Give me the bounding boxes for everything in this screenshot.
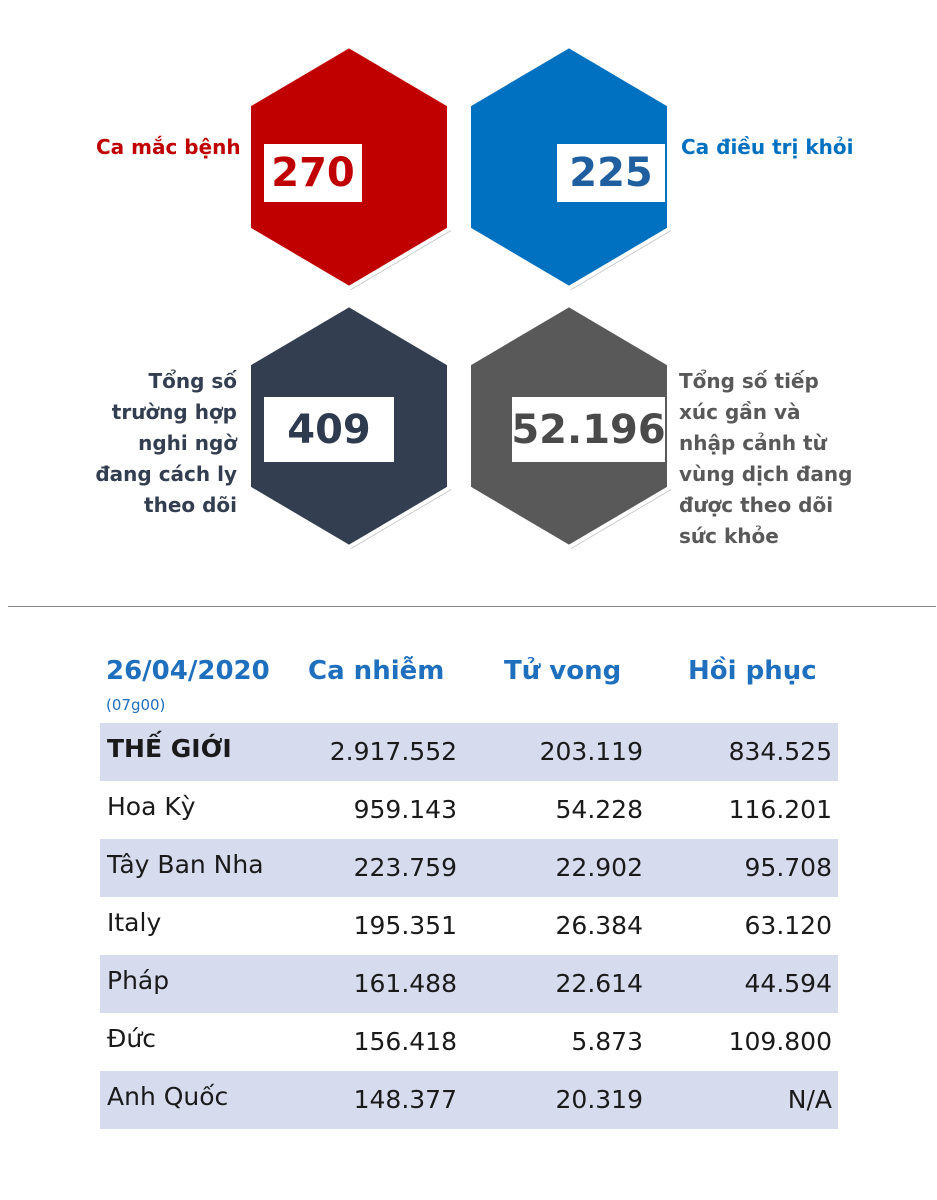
monitoring-label-line: nhập cảnh từ (679, 431, 827, 455)
country-name: Hoa Kỳ (107, 792, 196, 821)
recovered-value: 95.708 (744, 853, 832, 882)
infected-value: 195.351 (353, 911, 457, 940)
country-name: Anh Quốc (107, 1082, 229, 1111)
table-row: Anh Quốc 148.377 20.319 N/A (100, 1071, 838, 1129)
table-row: Đức 156.418 5.873 109.800 (100, 1013, 838, 1071)
monitoring-hexagon: 52.196 (466, 302, 672, 550)
country-name: Đức (107, 1024, 156, 1053)
quarantine-label-line: đang cách ly (95, 462, 237, 486)
monitoring-label-line: sức khỏe (679, 524, 779, 548)
deaths-value: 20.319 (555, 1085, 643, 1114)
quarantine-label-line: theo dõi (144, 493, 237, 517)
monitoring-value: 52.196 (511, 397, 666, 462)
deaths-value: 26.384 (555, 911, 643, 940)
country-name: Italy (107, 908, 162, 937)
table-date: 26/04/2020 (106, 656, 270, 686)
recovered-hexagon: 225 (466, 43, 672, 291)
deaths-value: 203.119 (539, 737, 643, 766)
quarantine-label-line: Tổng số (148, 369, 237, 393)
recovered-label: Ca điều trị khỏi (681, 135, 854, 159)
cases-hexagon: 270 (246, 43, 452, 291)
infected-value: 223.759 (353, 853, 457, 882)
quarantine-hexagon: 409 (246, 302, 452, 550)
infected-value: 156.418 (353, 1027, 457, 1056)
table-time: (07g00) (106, 696, 166, 714)
section-divider (8, 606, 936, 607)
table-row: THẾ GIỚI 2.917.552 203.119 834.525 (100, 723, 838, 781)
monitoring-label-line: được theo dõi (679, 493, 834, 517)
quarantine-label-line: nghi ngờ (138, 431, 237, 455)
infected-value: 2.917.552 (329, 737, 457, 766)
cases-value: 270 (264, 144, 362, 202)
recovered-value: 44.594 (744, 969, 832, 998)
quarantine-label-line: trường hợp (111, 400, 237, 424)
table-row: Pháp 161.488 22.614 44.594 (100, 955, 838, 1013)
monitoring-label: Tổng số tiếp xúc gần và nhập cảnh từ vùn… (679, 366, 852, 552)
table-row: Tây Ban Nha 223.759 22.902 95.708 (100, 839, 838, 897)
deaths-value: 5.873 (571, 1027, 643, 1056)
recovered-value: 225 (557, 144, 665, 202)
infected-value: 148.377 (353, 1085, 457, 1114)
header-infected: Ca nhiễm (308, 656, 445, 686)
monitoring-label-line: vùng dịch đang (679, 462, 853, 486)
deaths-value: 22.902 (555, 853, 643, 882)
monitoring-label-line: Tổng số tiếp (679, 369, 819, 393)
recovered-value: 63.120 (744, 911, 832, 940)
quarantine-value: 409 (264, 397, 394, 462)
quarantine-label: Tổng số trường hợp nghi ngờ đang cách ly… (60, 366, 237, 521)
header-deaths: Tử vong (504, 656, 622, 686)
table-row: Hoa Kỳ 959.143 54.228 116.201 (100, 781, 838, 839)
table-row: Italy 195.351 26.384 63.120 (100, 897, 838, 955)
header-recovered: Hồi phục (688, 656, 817, 686)
deaths-value: 54.228 (555, 795, 643, 824)
monitoring-label-line: xúc gần và (679, 400, 801, 424)
infected-value: 959.143 (353, 795, 457, 824)
recovered-value: N/A (787, 1085, 832, 1114)
recovered-value: 834.525 (728, 737, 832, 766)
deaths-value: 22.614 (555, 969, 643, 998)
recovered-value: 116.201 (728, 795, 832, 824)
country-name: Tây Ban Nha (107, 850, 264, 879)
recovered-value: 109.800 (728, 1027, 832, 1056)
infected-value: 161.488 (353, 969, 457, 998)
cases-label: Ca mắc bệnh (96, 135, 241, 159)
country-name: Pháp (107, 966, 170, 995)
country-name: THẾ GIỚI (107, 734, 232, 763)
